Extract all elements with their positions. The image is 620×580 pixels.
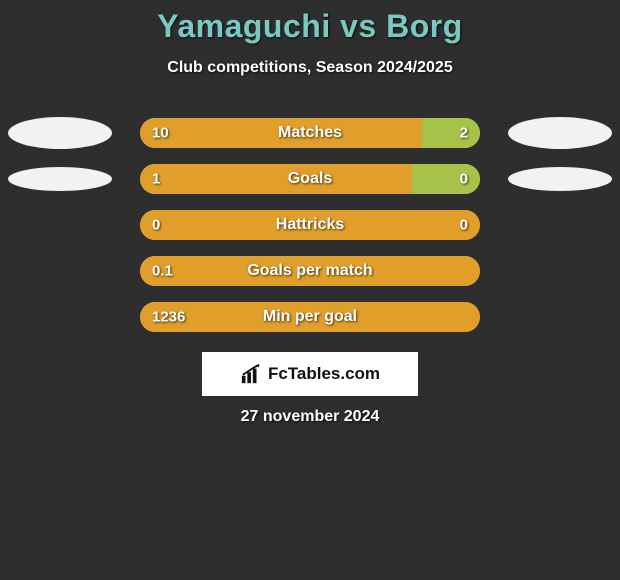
stat-bar: 10 2 Matches: [140, 118, 480, 148]
stat-bar: 1236 Min per goal: [140, 302, 480, 332]
stat-bar: 0.1 Goals per match: [140, 256, 480, 286]
stat-value-left: 0: [152, 217, 160, 234]
stat-value-right: 2: [460, 125, 468, 142]
stat-value-left: 1236: [152, 309, 185, 326]
stat-value-right: 0: [460, 217, 468, 234]
date-text: 27 november 2024: [241, 408, 380, 426]
stat-bar-right: [412, 164, 480, 194]
stat-row: 1 0 Goals: [0, 164, 620, 194]
bar-chart-icon: [240, 363, 262, 385]
stats-canvas: Yamaguchi vs Borg Club competitions, Sea…: [0, 0, 620, 580]
stat-value-left: 0.1: [152, 263, 173, 280]
brand-text: FcTables.com: [268, 364, 380, 384]
player-ellipse-right: [508, 167, 612, 191]
stat-value-right: 0: [460, 171, 468, 188]
stat-row: 10 2 Matches: [0, 118, 620, 148]
stat-row: 1236 Min per goal: [0, 302, 620, 332]
player-ellipse-left: [8, 117, 112, 149]
player-ellipse-right: [508, 117, 612, 149]
subtitle: Club competitions, Season 2024/2025: [0, 59, 620, 77]
page-title: Yamaguchi vs Borg: [0, 0, 620, 45]
stat-bar-right: [422, 118, 480, 148]
stat-value-left: 10: [152, 125, 169, 142]
player-ellipse-left: [8, 167, 112, 191]
stat-bar: 0 0 Hattricks: [140, 210, 480, 240]
stat-row: 0.1 Goals per match: [0, 256, 620, 286]
brand-box: FcTables.com: [202, 352, 418, 396]
stat-label: Hattricks: [276, 216, 344, 234]
stat-rows: 102Matches10Goals00Hattricks0.1Goals per…: [0, 118, 620, 348]
stat-bar: 1 0 Goals: [140, 164, 480, 194]
stat-label: Goals per match: [247, 262, 372, 280]
stat-bar-left: [140, 164, 412, 194]
stat-value-left: 1: [152, 171, 160, 188]
stat-row: 0 0 Hattricks: [0, 210, 620, 240]
stat-label: Matches: [278, 124, 342, 142]
stat-label: Goals: [288, 170, 332, 188]
stat-label: Min per goal: [263, 308, 357, 326]
